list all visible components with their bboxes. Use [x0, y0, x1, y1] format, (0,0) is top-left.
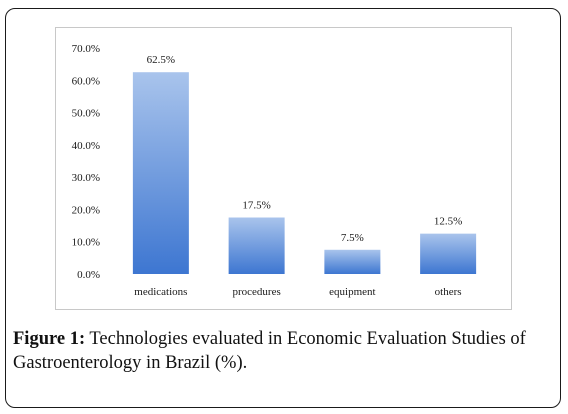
y-tick-label: 40.0% [72, 140, 100, 152]
x-tick-label-others: others [435, 286, 462, 298]
y-tick-label: 30.0% [72, 172, 100, 184]
y-tick-label: 0.0% [77, 269, 100, 281]
y-tick-label: 50.0% [72, 108, 100, 120]
bar-procedures [228, 217, 285, 274]
x-tick-label-medications: medications [134, 286, 187, 298]
data-label-procedures: 17.5% [242, 200, 270, 212]
data-label-medications: 62.5% [147, 54, 175, 66]
bar-medications [132, 72, 189, 274]
y-tick-label: 60.0% [72, 75, 100, 87]
x-tick-label-equipment: equipment [329, 286, 375, 298]
bar-equipment [324, 249, 381, 274]
figure-caption: Figure 1: Technologies evaluated in Econ… [13, 327, 553, 375]
figure-label: Figure 1: [13, 329, 86, 349]
x-tick-label-procedures: procedures [232, 286, 280, 298]
caption-text: Technologies evaluated in Economic Evalu… [13, 329, 526, 373]
data-label-others: 12.5% [434, 216, 462, 228]
y-tick-label: 70.0% [72, 43, 100, 55]
data-label-equipment: 7.5% [341, 232, 364, 244]
bar-others [420, 233, 477, 274]
y-tick-label: 20.0% [72, 204, 100, 216]
y-tick-label: 10.0% [72, 237, 100, 249]
